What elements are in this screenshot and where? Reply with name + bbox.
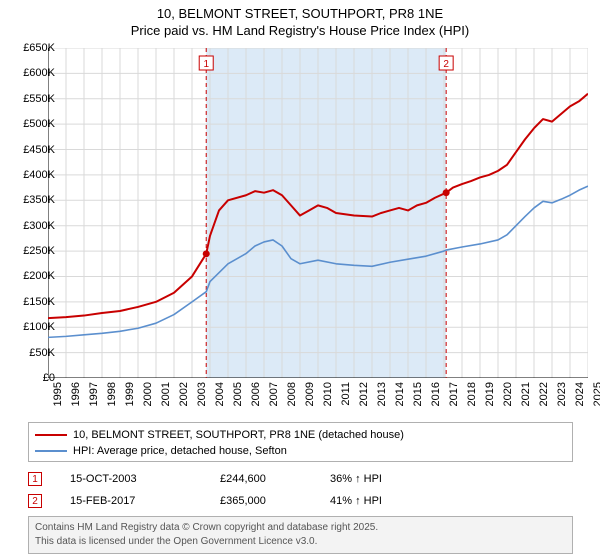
legend-swatch-2 — [35, 450, 67, 452]
x-tick-label: 2001 — [160, 382, 172, 406]
marker-badge-2: 2 — [28, 494, 42, 508]
legend: 10, BELMONT STREET, SOUTHPORT, PR8 1NE (… — [28, 422, 573, 462]
x-tick-label: 2006 — [250, 382, 262, 406]
x-tick-label: 2017 — [448, 382, 460, 406]
x-tick-label: 2003 — [196, 382, 208, 406]
chart-svg: 12 — [48, 48, 588, 378]
x-tick-label: 1996 — [70, 382, 82, 406]
marker-badge-1: 1 — [28, 472, 42, 486]
x-tick-label: 2002 — [178, 382, 190, 406]
marker-diff-2: 41% ↑ HPI — [330, 495, 382, 507]
legend-label-2: HPI: Average price, detached house, Seft… — [73, 445, 287, 457]
credit-box: Contains HM Land Registry data © Crown c… — [28, 516, 573, 554]
y-tick-label: £400K — [23, 169, 55, 181]
marker-price-2: £365,000 — [220, 495, 330, 507]
x-tick-label: 2025 — [592, 382, 600, 406]
y-tick-label: £600K — [23, 67, 55, 79]
x-tick-label: 2005 — [232, 382, 244, 406]
y-tick-label: £350K — [23, 194, 55, 206]
y-tick-label: £450K — [23, 144, 55, 156]
marker-diff-1: 36% ↑ HPI — [330, 473, 382, 485]
marker-table: 1 15-OCT-2003 £244,600 36% ↑ HPI 2 15-FE… — [28, 468, 573, 512]
marker-row-2: 2 15-FEB-2017 £365,000 41% ↑ HPI — [28, 490, 573, 512]
credit-line-2: This data is licensed under the Open Gov… — [35, 535, 566, 549]
title-line-2: Price paid vs. HM Land Registry's House … — [0, 23, 600, 38]
legend-swatch-1 — [35, 434, 67, 436]
y-tick-label: £150K — [23, 296, 55, 308]
legend-item-1: 10, BELMONT STREET, SOUTHPORT, PR8 1NE (… — [35, 427, 566, 443]
x-tick-label: 2024 — [574, 382, 586, 406]
y-tick-label: £250K — [23, 245, 55, 257]
y-tick-label: £300K — [23, 220, 55, 232]
x-tick-label: 2010 — [322, 382, 334, 406]
x-tick-label: 2018 — [466, 382, 478, 406]
chart-plot-area: 12 — [48, 48, 588, 378]
x-tick-label: 2015 — [412, 382, 424, 406]
y-tick-label: £500K — [23, 118, 55, 130]
x-tick-label: 2016 — [430, 382, 442, 406]
y-tick-label: £200K — [23, 270, 55, 282]
legend-item-2: HPI: Average price, detached house, Seft… — [35, 443, 566, 459]
y-tick-label: £550K — [23, 93, 55, 105]
chart-container: 10, BELMONT STREET, SOUTHPORT, PR8 1NE P… — [0, 0, 600, 560]
x-tick-label: 2022 — [538, 382, 550, 406]
x-tick-label: 2011 — [340, 382, 352, 406]
y-tick-label: £50K — [29, 347, 55, 359]
x-tick-label: 1997 — [88, 382, 100, 406]
marker-price-1: £244,600 — [220, 473, 330, 485]
x-tick-label: 2009 — [304, 382, 316, 406]
x-tick-label: 2008 — [286, 382, 298, 406]
title-line-1: 10, BELMONT STREET, SOUTHPORT, PR8 1NE — [0, 6, 600, 21]
x-tick-label: 2012 — [358, 382, 370, 406]
y-tick-label: £100K — [23, 321, 55, 333]
svg-text:1: 1 — [203, 59, 209, 70]
marker-date-2: 15-FEB-2017 — [70, 495, 220, 507]
x-tick-label: 2019 — [484, 382, 496, 406]
x-tick-label: 2023 — [556, 382, 568, 406]
title-block: 10, BELMONT STREET, SOUTHPORT, PR8 1NE P… — [0, 0, 600, 38]
marker-date-1: 15-OCT-2003 — [70, 473, 220, 485]
credit-line-1: Contains HM Land Registry data © Crown c… — [35, 521, 566, 535]
y-tick-label: £650K — [23, 42, 55, 54]
legend-label-1: 10, BELMONT STREET, SOUTHPORT, PR8 1NE (… — [73, 429, 404, 441]
x-tick-label: 2014 — [394, 382, 406, 406]
x-tick-label: 1998 — [106, 382, 118, 406]
x-tick-label: 2000 — [142, 382, 154, 406]
x-tick-label: 2021 — [520, 382, 532, 406]
x-tick-label: 1999 — [124, 382, 136, 406]
x-tick-label: 2004 — [214, 382, 226, 406]
x-tick-label: 2020 — [502, 382, 514, 406]
x-tick-label: 2007 — [268, 382, 280, 406]
svg-text:2: 2 — [443, 59, 449, 70]
x-tick-label: 1995 — [52, 382, 64, 406]
x-tick-label: 2013 — [376, 382, 388, 406]
marker-row-1: 1 15-OCT-2003 £244,600 36% ↑ HPI — [28, 468, 573, 490]
